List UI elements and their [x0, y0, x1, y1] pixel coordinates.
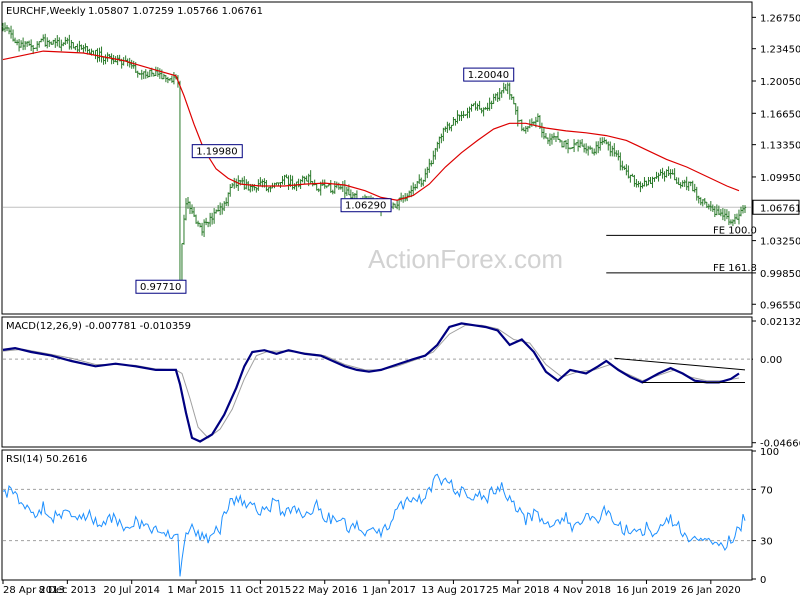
price-panel-frame [1, 1, 753, 315]
macd-line [2, 322, 740, 443]
axis-layer: 1.26750 1.23450 1.20050 1.16650 1.13350 1.099… [2, 13, 800, 596]
x-axis-tick-label: 11 Oct 2015 [229, 585, 291, 596]
x-axis-tick-label: 20 Jul 2014 [103, 585, 160, 596]
price-annotation-label: 0.97710 [140, 282, 181, 293]
current-price-box [752, 199, 800, 215]
rsi-y-tick-label: 70 [760, 485, 773, 496]
x-axis-tick-label: 16 Jun 2019 [616, 585, 676, 596]
x-axis-tick-label: 1 Mar 2015 [168, 585, 225, 596]
macd-zero-label: 0.00 [760, 355, 782, 366]
price-annotation-box [135, 279, 187, 294]
watermark: ActionForex.com [368, 244, 563, 274]
current-price-label: 1.06761 [760, 203, 800, 214]
x-axis-tick-label: 25 Mar 2018 [486, 585, 549, 596]
price-y-tick-label: 1.20050 [760, 77, 800, 88]
price-y-tick-label: 1.26750 [760, 13, 800, 24]
price-annotation-label: 1.20040 [468, 70, 509, 81]
x-axis-tick-label: 22 May 2016 [292, 585, 357, 596]
price-ohlc-readout: 1.05807 1.07259 1.05766 1.06761 [88, 6, 263, 17]
price-annotation-box [340, 198, 392, 213]
price-y-tick-label: 1.23450 [760, 45, 800, 56]
macd-y-tick-label: 0.021324 [760, 317, 800, 328]
price-y-tick-label: 1.03250 [760, 237, 800, 248]
x-axis-tick-label: 26 Jan 2020 [681, 585, 741, 596]
macd-panel-frame [1, 316, 753, 448]
x-axis-tick-label: 4 Nov 2018 [553, 585, 611, 596]
fe-level-label: FE 161.8 [713, 263, 757, 274]
fe-level-label: FE 100.0 [713, 225, 757, 236]
price-y-tick-label: 1.13350 [760, 141, 800, 152]
rsi-panel-title: RSI(14) 50.2616 [6, 454, 87, 465]
x-axis-tick-label: 1 Jan 2017 [362, 585, 416, 596]
rsi-panel-frame [1, 449, 753, 581]
price-y-tick-label: 0.99850 [760, 269, 800, 280]
macd-panel-title: MACD(12,26,9) -0.007781 -0.010359 [6, 321, 191, 332]
price-annotation-label: 1.19980 [196, 147, 237, 158]
rsi-y-tick-label: 30 [760, 537, 773, 548]
price-y-tick-label: 1.16650 [760, 109, 800, 120]
annotation-layer: 1.19980 0.97710 1.06290 1.20040 FE 100.0 FE 1… [135, 67, 757, 383]
macd-y-tick-label: -0.046663 [760, 439, 800, 450]
price-annotation-box [191, 144, 243, 159]
x-axis-tick-label: 28 Apr 2013 [3, 585, 65, 596]
rsi-y-tick-label: 100 [760, 447, 779, 458]
rsi-line [2, 473, 746, 577]
moving-average-line [2, 50, 740, 201]
price-annotation-label: 1.06290 [345, 201, 386, 212]
price-y-tick-label: 1.09950 [760, 173, 800, 184]
macd-trendline [614, 357, 746, 371]
macd-zero-box [753, 352, 783, 367]
series-layer [1, 22, 747, 577]
rsi-y-tick-label: 0 [760, 575, 766, 586]
price-panel-title: EURCHF,Weekly [6, 6, 86, 17]
price-y-tick-label: 0.96550 [760, 300, 800, 311]
price-annotation-box [463, 67, 515, 82]
x-axis-tick-label: 13 Aug 2017 [421, 585, 485, 596]
x-axis-tick-label: 8 Dec 2013 [39, 585, 97, 596]
